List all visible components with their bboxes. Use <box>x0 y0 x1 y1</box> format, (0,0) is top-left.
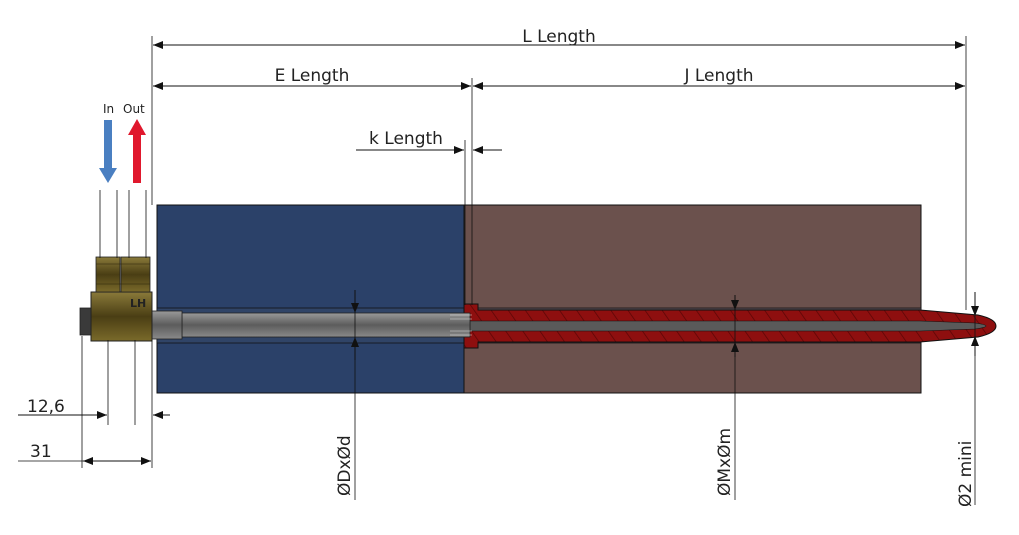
diam-m-label: ØMxØm <box>715 428 735 496</box>
diam-2-label: Ø2 mini <box>956 441 976 507</box>
e-length-label: E Length <box>275 66 350 86</box>
blue-block <box>156 204 465 394</box>
arrow-down-icon <box>99 120 117 183</box>
heater-bore <box>469 320 987 332</box>
fitting-mark: LH <box>130 297 146 310</box>
l-length-label: L Length <box>522 27 596 47</box>
arrow-up-icon <box>128 119 146 183</box>
dim-126-label: 12,6 <box>27 397 65 417</box>
brass-nut-out <box>120 256 151 293</box>
out-label: Out <box>123 102 145 116</box>
j-length-label: J Length <box>683 66 753 86</box>
in-label: In <box>103 102 114 116</box>
pipe-collar <box>151 310 183 340</box>
brown-block <box>463 204 922 394</box>
dim-31-label: 31 <box>30 442 52 462</box>
diam-d-label: ØDxØd <box>335 435 355 496</box>
k-length-label: k Length <box>369 129 443 149</box>
brass-cap <box>79 307 92 336</box>
brass-nut-in <box>95 256 121 293</box>
brass-body <box>90 291 153 342</box>
steel-pipe <box>181 312 471 338</box>
